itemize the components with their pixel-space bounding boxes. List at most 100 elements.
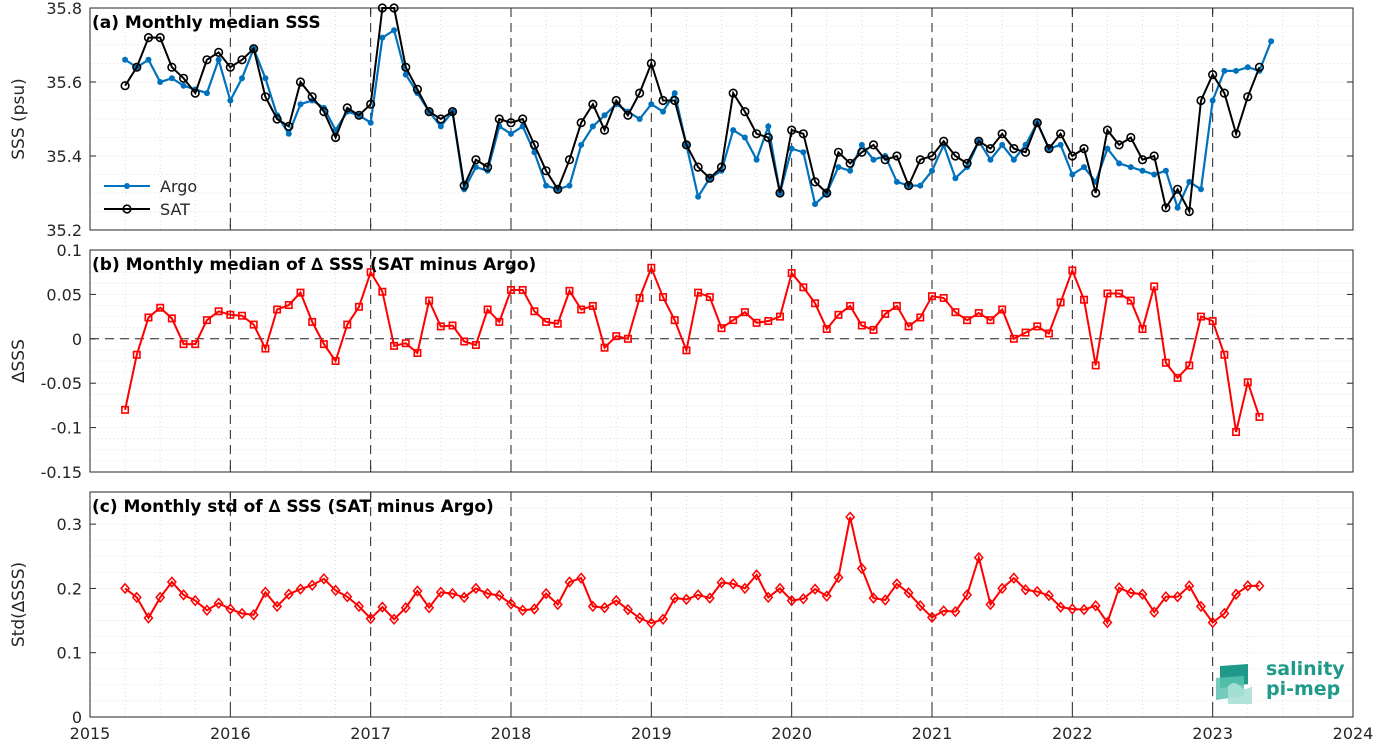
data-point (508, 130, 514, 137)
data-point (285, 130, 292, 137)
data-point (1208, 69, 1218, 80)
data-point (424, 106, 434, 117)
data-point (916, 313, 925, 322)
data-point (822, 325, 831, 334)
data-point (494, 589, 505, 602)
data-point (1208, 317, 1217, 326)
x-tick-label: 2016 (210, 724, 251, 743)
data-point (144, 313, 153, 322)
data-point (939, 136, 949, 146)
data-point (227, 97, 234, 104)
data-point (391, 27, 398, 34)
data-point (471, 155, 481, 165)
data-point (249, 44, 259, 54)
data-point (705, 293, 714, 302)
data-point (962, 589, 973, 601)
data-point (120, 582, 131, 595)
data-point (203, 90, 210, 97)
data-point (262, 75, 269, 82)
data-point (1069, 171, 1076, 178)
data-point (541, 166, 551, 176)
data-point (331, 356, 340, 365)
data-point (587, 600, 598, 613)
data-point (530, 307, 539, 316)
data-point (472, 164, 479, 171)
data-point (648, 101, 655, 108)
data-point (448, 321, 457, 330)
y-tick-label: 0.1 (57, 241, 82, 260)
panel-title: (a) Monthly median SSS (92, 13, 321, 33)
x-tick-label: 2022 (1052, 724, 1093, 743)
data-point (1079, 144, 1089, 154)
data-point (845, 158, 855, 168)
data-point (716, 576, 727, 589)
data-point (1137, 588, 1148, 600)
data-point (424, 601, 435, 614)
data-point (705, 173, 715, 183)
data-point (379, 34, 386, 41)
data-point (1020, 147, 1031, 157)
data-point (178, 589, 189, 601)
data-point (180, 82, 187, 89)
data-point (1173, 373, 1182, 382)
data-point (131, 591, 142, 604)
data-point (903, 587, 914, 599)
data-point (330, 584, 341, 597)
data-point (880, 594, 891, 606)
data-point (622, 603, 633, 616)
data-point (623, 110, 633, 120)
y-tick-label: 35.4 (46, 147, 82, 166)
data-point (1067, 603, 1078, 615)
data-point (752, 318, 761, 327)
data-point (658, 613, 669, 626)
data-point (436, 322, 445, 331)
data-point (318, 573, 329, 585)
data-point (1103, 289, 1112, 298)
data-point (1032, 585, 1043, 598)
legend-marker (124, 183, 130, 189)
data-point (763, 591, 774, 604)
data-point (858, 141, 865, 148)
data-point (671, 90, 678, 97)
data-point (973, 551, 984, 564)
data-point (740, 106, 750, 117)
data-point (401, 62, 411, 72)
data-point (447, 106, 458, 117)
data-point (868, 592, 879, 604)
data-point (915, 600, 926, 612)
data-point (1033, 322, 1042, 331)
data-point (132, 350, 141, 359)
data-point (985, 598, 996, 611)
data-point (821, 590, 832, 602)
data-point (155, 591, 166, 604)
y-axis-label: ∆SSS (9, 339, 29, 384)
data-point (1080, 295, 1089, 304)
data-point (788, 145, 795, 152)
data-point (260, 586, 271, 599)
data-point (400, 601, 411, 614)
y-tick-label: 0 (72, 330, 82, 349)
data-point (891, 578, 902, 590)
data-point (693, 589, 704, 601)
logo-text-salinity: salinity (1266, 658, 1345, 680)
data-point (354, 110, 364, 120)
data-point (531, 149, 538, 156)
data-point (987, 156, 994, 163)
data-point (122, 56, 129, 63)
y-tick-label: 35.8 (46, 0, 82, 18)
data-point (412, 84, 423, 94)
data-point (378, 287, 387, 296)
x-tick-label: 2017 (350, 724, 391, 743)
data-point (248, 609, 259, 621)
data-point (1149, 606, 1160, 618)
data-point (1079, 603, 1090, 616)
data-point (833, 147, 844, 157)
axes-frame (89, 7, 1354, 231)
data-point (950, 605, 961, 618)
series-line (124, 265, 1261, 433)
data-point (810, 177, 820, 187)
data-point (402, 71, 409, 78)
data-point (284, 121, 294, 131)
data-point (565, 286, 574, 295)
data-point (1126, 132, 1136, 143)
